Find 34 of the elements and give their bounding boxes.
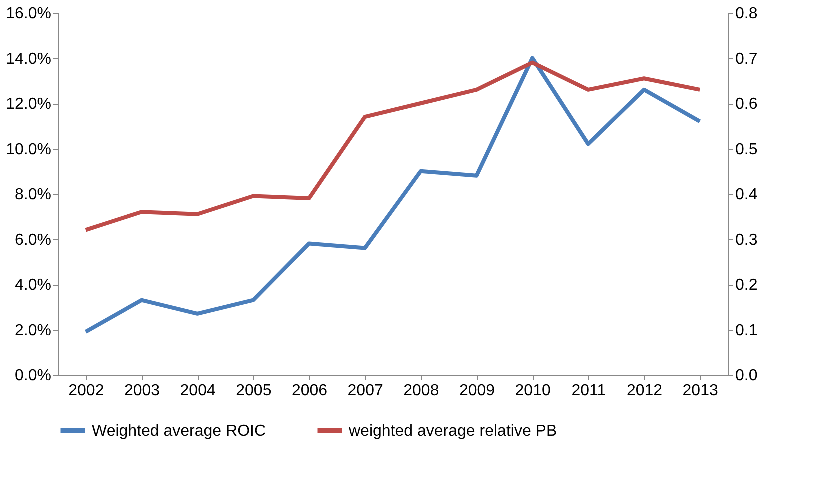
line-series <box>84 56 702 334</box>
y-tick-label: 12.0% <box>6 96 52 113</box>
x-tick-label: 2006 <box>292 382 328 400</box>
y2-tick-label: 0.3 <box>736 232 758 249</box>
legend-label: Weighted average ROIC <box>92 423 266 440</box>
x-tick-label: 2010 <box>515 382 551 400</box>
x-tick-label: 2009 <box>459 382 496 400</box>
x-tick-label: 2007 <box>348 382 384 400</box>
y2-tick-label: 0.4 <box>736 186 758 204</box>
y-tick-label: 6.0% <box>15 232 52 249</box>
x-tick-label: 2003 <box>124 382 160 400</box>
y-tick-label: 10.0% <box>6 141 52 158</box>
y-tick-label: 8.0% <box>15 186 52 204</box>
y2-tick-label: 0.8 <box>736 6 758 22</box>
y2-tick-label: 0.7 <box>736 50 758 68</box>
y2-tick-label: 0.0 <box>736 368 758 384</box>
y-tick-label: 2.0% <box>15 322 52 340</box>
y2-tick-label: 0.1 <box>736 322 758 340</box>
y-tick-label: 4.0% <box>15 277 52 294</box>
legend-label: weighted average relative PB <box>348 423 558 440</box>
y2-tick-label: 0.6 <box>736 96 758 113</box>
x-tick-label: 2004 <box>180 382 216 400</box>
x-tick-label: 2013 <box>682 382 718 400</box>
y2-tick-label: 0.5 <box>736 141 758 158</box>
y-tick-label: 0.0% <box>15 368 52 384</box>
y-tick-label: 14.0% <box>6 50 52 68</box>
x-tick-label: 2002 <box>68 382 104 400</box>
line-series <box>84 60 702 232</box>
x-tick-label: 2005 <box>236 382 272 400</box>
y-tick-label: 16.0% <box>6 6 52 22</box>
x-tick-label: 2011 <box>572 382 606 400</box>
y2-tick-label: 0.2 <box>736 277 758 294</box>
x-tick-label: 2008 <box>404 382 440 400</box>
x-tick-label: 2012 <box>626 382 663 400</box>
